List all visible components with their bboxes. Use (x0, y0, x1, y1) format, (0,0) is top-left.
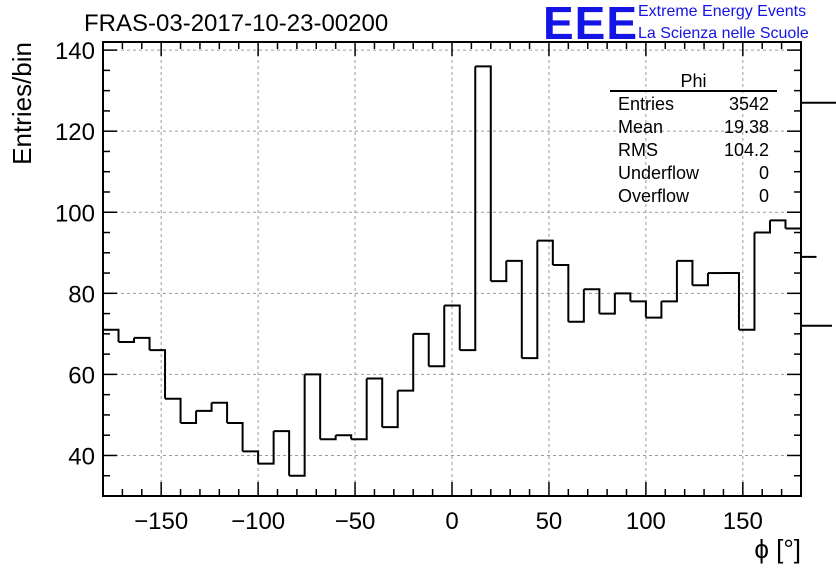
histogram-bin-44 (785, 227, 802, 314)
histogram-bin-46 (800, 255, 817, 326)
histogram-bin-28 (537, 239, 554, 265)
eee-logo: EEE (543, 0, 639, 49)
y-tick-label: 140 (55, 38, 95, 65)
x-tick-label: −150 (134, 508, 188, 535)
histogram-bin-36 (661, 260, 678, 303)
grid (103, 42, 801, 496)
histogram-bin-15 (335, 434, 353, 440)
stats-value: 3542 (729, 94, 769, 114)
histogram-bin-16 (351, 378, 368, 441)
histogram-bin-35 (645, 301, 663, 319)
histogram-bin-11 (273, 430, 291, 476)
histogram-bin-13 (304, 373, 322, 440)
x-axis-label: ϕ [°] (754, 534, 801, 564)
stats-rows: Entries 3542 Mean 19.38 RMS 104.2 Underflow 0 Ov… (618, 94, 769, 206)
histogram-bin-9 (242, 450, 260, 464)
x-tick-label: −50 (335, 508, 376, 535)
stats-value: 0 (759, 186, 769, 206)
x-tick-label: 50 (536, 508, 563, 535)
histogram-bin-6 (196, 402, 213, 412)
histogram-bin-34 (630, 300, 647, 318)
histogram-bin-38 (692, 273, 709, 287)
stats-label: Underflow (618, 163, 700, 183)
histogram-bin-20 (413, 332, 430, 367)
stats-label: Overflow (618, 186, 690, 206)
histogram-bin-43 (769, 219, 787, 229)
axis-ticks (102, 42, 802, 497)
histogram-bin-3 (149, 349, 167, 399)
histogram-bin-47 (800, 102, 833, 327)
stats-value: 19.38 (724, 117, 769, 137)
y-tick-label: 100 (55, 200, 95, 227)
y-axis-label: Entries/bin (7, 42, 37, 165)
stats-value: 104.2 (724, 140, 769, 160)
histogram-bin-22 (444, 304, 461, 351)
histogram-bin-23 (459, 66, 477, 352)
histogram-bin-25 (490, 260, 508, 283)
histogram-bin-8 (227, 422, 244, 452)
x-tick-label: 150 (723, 508, 763, 535)
stats-value: 0 (759, 163, 769, 183)
histogram-bin-14 (320, 435, 337, 441)
histogram-bin-10 (258, 431, 275, 465)
y-tick-label: 80 (68, 281, 95, 308)
x-tick-label: 100 (626, 508, 666, 535)
histogram-bin-0 (103, 328, 120, 342)
histogram-bin-17 (366, 377, 384, 428)
histogram-bin-33 (614, 292, 632, 302)
logo-caption-line1: Extreme Energy Events (638, 3, 807, 20)
histogram-bin-27 (521, 240, 539, 360)
x-tick-label: −100 (231, 508, 285, 535)
histogram-bin-21 (428, 305, 446, 368)
x-tick-label: 0 (445, 508, 458, 535)
histogram-bin-18 (382, 390, 399, 429)
histogram-bin-12 (289, 374, 306, 477)
histogram-bin-40 (723, 272, 740, 330)
histogram-bin-32 (599, 293, 616, 315)
histogram-bin-41 (738, 232, 756, 331)
chart-title: FRAS-03-2017-10-23-00200 (84, 10, 389, 37)
histogram-bin-42 (754, 220, 771, 234)
stats-title: Phi (680, 71, 706, 91)
histogram-bin-29 (552, 263, 570, 322)
histogram-bin-5 (180, 410, 198, 425)
y-tick-label: 60 (68, 362, 95, 389)
stats-label: Mean (618, 117, 663, 137)
stats-box: Phi Entries 3542 Mean 19.38 RMS 104.2 Underflo… (610, 71, 777, 206)
histogram-bin-1 (118, 337, 136, 343)
histogram-bin-19 (397, 333, 415, 392)
stats-label: RMS (618, 140, 658, 160)
histogram-bin-2 (134, 336, 151, 351)
histogram-bin-30 (568, 289, 585, 323)
histogram-bin-7 (211, 401, 229, 424)
y-tick-label: 40 (68, 443, 95, 470)
y-tick-label: 120 (55, 119, 95, 146)
histogram-bin-37 (676, 259, 694, 286)
stats-label: Entries (618, 94, 674, 114)
histogram-bin-26 (506, 259, 523, 359)
histogram-bin-4 (165, 397, 182, 424)
histogram-bin-31 (583, 288, 601, 314)
tick-labels: −150 −100 −50 0 50 100 150 40 60 80 100 120 140 (55, 38, 763, 535)
logo-caption-line2: La Scienza nelle Scuole (638, 25, 809, 42)
histogram-bin-24 (475, 65, 492, 282)
